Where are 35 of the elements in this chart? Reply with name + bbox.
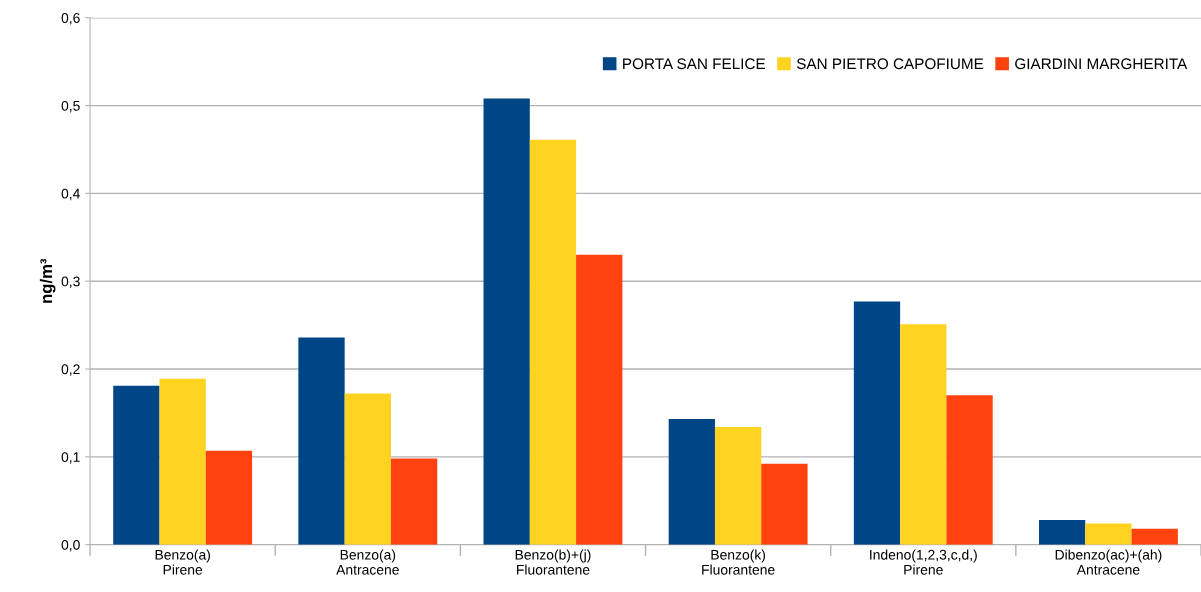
x-tick-label: Indeno(1,2,3,c,d,) Pirene <box>870 549 977 575</box>
bar <box>714 426 762 545</box>
y-tick-label: 0,4 <box>61 188 80 201</box>
bar <box>113 385 160 545</box>
bar <box>668 419 715 545</box>
bar <box>761 463 808 545</box>
x-tick-label: Benzo(a) Antracene <box>336 549 399 575</box>
y-tick-label: 0,1 <box>61 452 80 464</box>
bar <box>853 301 901 545</box>
legend-label: SAN PIETRO CAPOFIUME <box>796 58 984 70</box>
bar <box>344 393 391 545</box>
bar <box>390 458 438 545</box>
bar <box>576 254 623 545</box>
x-tick-label: Benzo(a) Pirene <box>155 549 210 575</box>
bar <box>205 450 253 545</box>
bar <box>946 395 993 545</box>
bar <box>159 378 206 545</box>
bar <box>483 98 530 545</box>
bar <box>1038 520 1086 545</box>
y-tick-label: 0,2 <box>61 364 80 376</box>
x-tick-label: Dibenzo(ac)+(ah) Antracene <box>1055 549 1162 575</box>
x-tick-label: Benzo(b)+(j) Fluorantene <box>515 549 591 575</box>
bar <box>900 324 947 545</box>
legend-label: GIARDINI MARGHERITA <box>1015 58 1188 70</box>
x-tick-label: Benzo(k) Fluorantene <box>702 549 775 575</box>
legend-label: PORTA SAN FELICE <box>623 58 765 70</box>
y-tick-label: 0,5 <box>61 100 80 113</box>
y-tick-label: 0,6 <box>61 13 80 25</box>
y-tick-label: 0,0 <box>61 539 80 552</box>
bar <box>1131 528 1178 545</box>
y-axis-title: ng/m³ <box>39 258 56 303</box>
bar <box>1085 523 1132 545</box>
bar <box>529 139 577 545</box>
bar <box>298 337 345 545</box>
y-tick-label: 0,3 <box>61 276 80 289</box>
